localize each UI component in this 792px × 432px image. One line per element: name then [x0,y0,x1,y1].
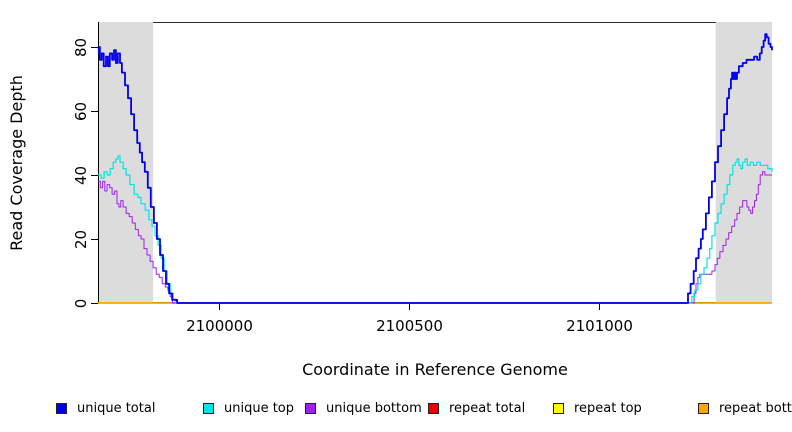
series-line-unique-top [98,155,773,304]
legend-item-repeat-top: repeat top [553,398,642,418]
x-tick-label: 2100500 [376,317,443,335]
series-line-unique-bottom [98,171,772,304]
legend-label: unique top [224,400,295,416]
x-tick-label: 2101000 [566,317,633,335]
legend-swatch-unique-total [56,402,67,414]
legend-label: unique bottom [326,400,422,416]
legend-item-unique-total: unique total [56,398,155,418]
legend-swatch-repeat-bottom [698,402,709,414]
legend-label: repeat total [449,400,526,416]
y-tick-label: 80 [72,38,90,57]
y-axis-title: Read Coverage Depth [7,75,26,251]
plot-canvas: 0 20 40 60 80 2100000 2100500 2101000 Coordinat… [7,22,773,379]
legend-item-repeat-bottom: repeat bottom [698,398,792,418]
x-tick-label: 2100000 [186,317,253,335]
legend-item-unique-bottom: unique bottom [305,398,422,418]
y-tick-label: 0 [72,299,90,309]
legend-item-repeat-total: repeat total [428,398,525,418]
x-axis-title: Coordinate in Reference Genome [302,360,568,379]
y-tick-label: 40 [72,166,90,185]
legend-swatch-repeat-total [428,402,439,414]
legend-label: repeat bottom [719,400,792,416]
legend-item-unique-top: unique top [203,398,294,418]
plot-box-border [98,22,772,303]
legend-swatch-unique-bottom [305,402,316,414]
y-tick-label: 20 [72,230,90,249]
series-line-unique-total [97,33,773,304]
legend-label: unique total [77,400,156,416]
chart-legend: unique total unique top unique bottom repea… [0,398,792,420]
legend-swatch-unique-top [203,402,214,414]
legend-label: repeat top [574,400,642,416]
legend-swatch-repeat-top [553,402,564,414]
y-tick-label: 60 [72,102,90,121]
